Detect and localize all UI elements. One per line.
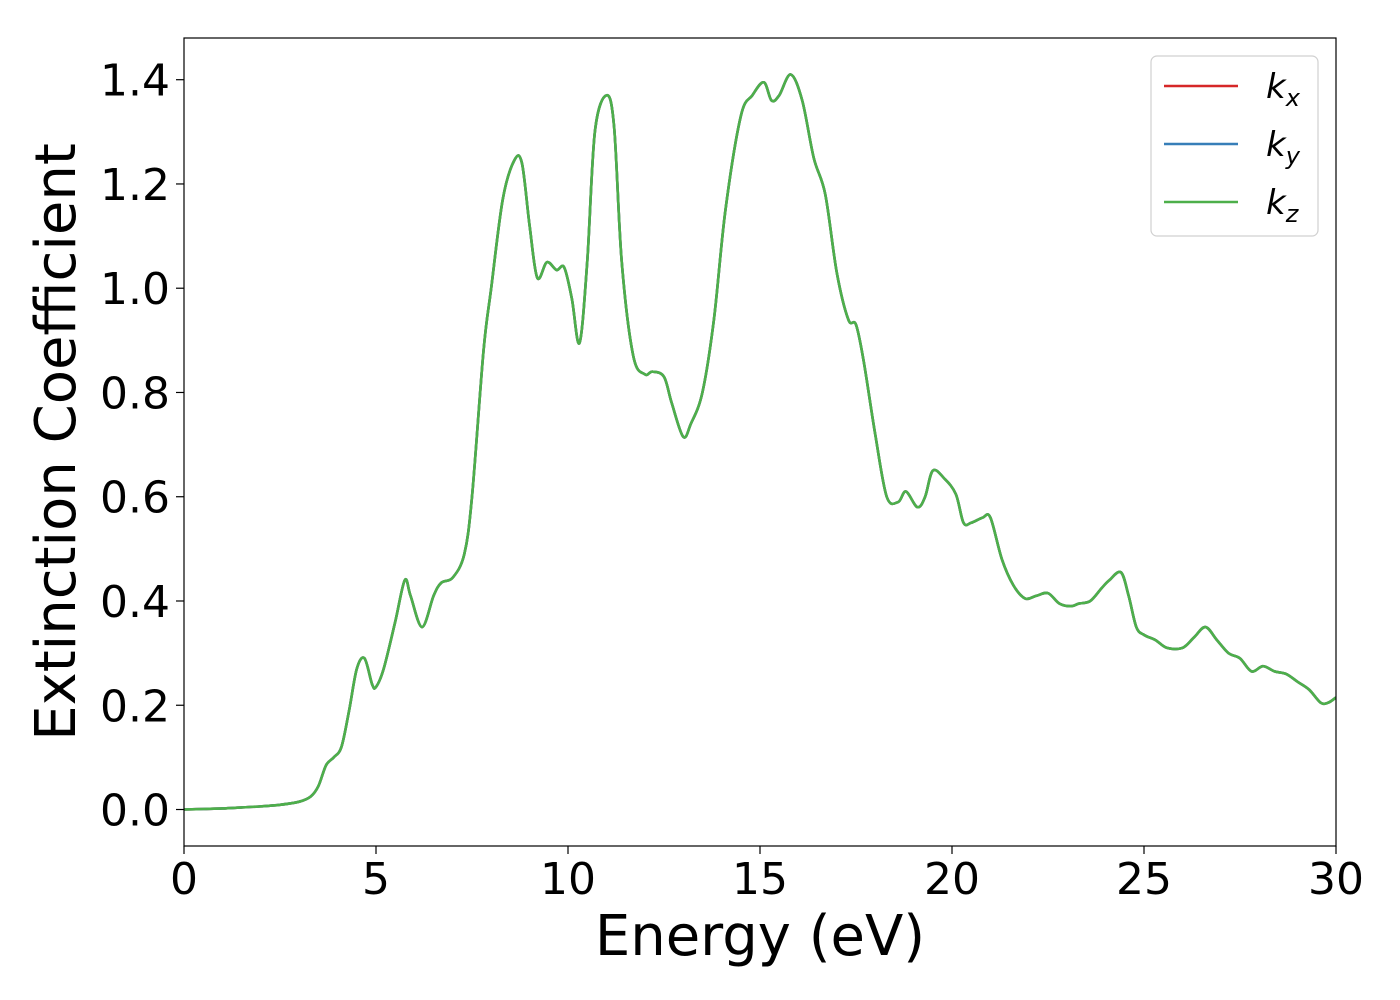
x-tick-label: 25	[1116, 854, 1172, 905]
x-tick-label: 0	[170, 854, 198, 905]
y-tick-label: 0.0	[100, 786, 170, 837]
x-axis-label: Energy (eV)	[595, 904, 925, 969]
legend-item: kx	[1164, 67, 1301, 112]
y-axis: 0.0 0.2 0.4 0.6 0.8 1.0 1.2 1.4	[100, 56, 184, 837]
y-tick-label: 1.0	[100, 264, 170, 315]
legend-box	[1150, 55, 1319, 237]
legend-label-base: k	[1266, 125, 1287, 165]
x-tick-label: 20	[924, 854, 980, 905]
legend-item: ky	[1164, 125, 1301, 170]
legend-label-subscript: y	[1285, 142, 1301, 170]
x-axis: 0 5 10 15 20 25 30	[170, 846, 1364, 905]
x-tick-label: 10	[540, 854, 596, 905]
legend-label-base: k	[1266, 183, 1287, 223]
y-tick-label: 0.4	[100, 577, 170, 628]
legend-label: kx	[1266, 67, 1301, 112]
series-line-k_z	[184, 73, 1336, 811]
y-tick-label: 1.4	[100, 56, 170, 107]
y-axis-label: Extinction Coefficient	[24, 143, 89, 741]
legend-label: kz	[1266, 183, 1300, 228]
legend-item: kz	[1164, 183, 1300, 228]
y-tick-label: 0.6	[100, 473, 170, 524]
legend-label-subscript: z	[1285, 200, 1300, 228]
x-tick-label: 5	[362, 854, 390, 905]
legend-label: ky	[1266, 125, 1301, 170]
plot-area	[184, 73, 1336, 811]
legend-label-base: k	[1266, 67, 1287, 107]
x-tick-label: 30	[1308, 854, 1364, 905]
y-tick-label: 1.2	[100, 160, 170, 211]
legend-label-subscript: x	[1285, 84, 1301, 112]
y-tick-label: 0.8	[100, 368, 170, 419]
x-tick-label: 15	[732, 854, 788, 905]
y-tick-label: 0.2	[100, 681, 170, 732]
